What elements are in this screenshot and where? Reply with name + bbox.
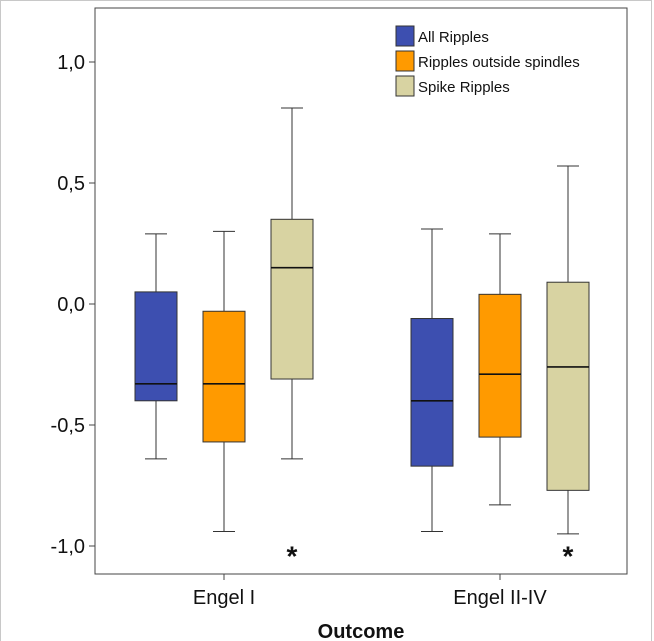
box-iqr [546, 281, 590, 491]
y-tick-label: 0,5 [57, 173, 85, 195]
box-iqr [478, 293, 522, 438]
extreme-marker: * [563, 540, 574, 571]
box-iqr [134, 291, 178, 402]
box-2-0: * [270, 107, 314, 571]
box-iqr [270, 218, 314, 380]
legend-swatch [395, 25, 415, 47]
box-2-1: * [546, 165, 590, 571]
box-1-1 [478, 233, 522, 506]
x-tick-label: Engel II-IV [453, 587, 547, 609]
box-iqr [202, 310, 246, 443]
box-series: * * [134, 107, 590, 571]
legend-swatch [395, 50, 415, 72]
legend-label: Ripples outside spindles [418, 54, 580, 71]
plot-area [94, 7, 628, 575]
x-axis-title: Outcome [318, 621, 405, 641]
y-tick-label: -0,5 [51, 415, 85, 437]
x-tick-label: Engel I [193, 587, 255, 609]
box-0-1 [410, 228, 454, 532]
box-iqr [410, 318, 454, 467]
legend-swatch [395, 75, 415, 97]
y-axis: 1,0 0,5 0,0 -0,5 -1,0 [51, 52, 95, 558]
x-axis: Engel I Engel II-IV [193, 574, 547, 609]
box-1-0 [202, 230, 246, 532]
y-tick-label: 1,0 [57, 52, 85, 74]
legend-label: All Ripples [418, 29, 489, 46]
extreme-marker: * [287, 540, 298, 571]
y-tick-label: 0,0 [57, 294, 85, 316]
box-0-0 [134, 233, 178, 460]
legend: All Ripples Ripples outside spindles Spike… [395, 25, 580, 97]
y-tick-label: -1,0 [51, 536, 85, 558]
legend-label: Spike Ripples [418, 79, 510, 96]
